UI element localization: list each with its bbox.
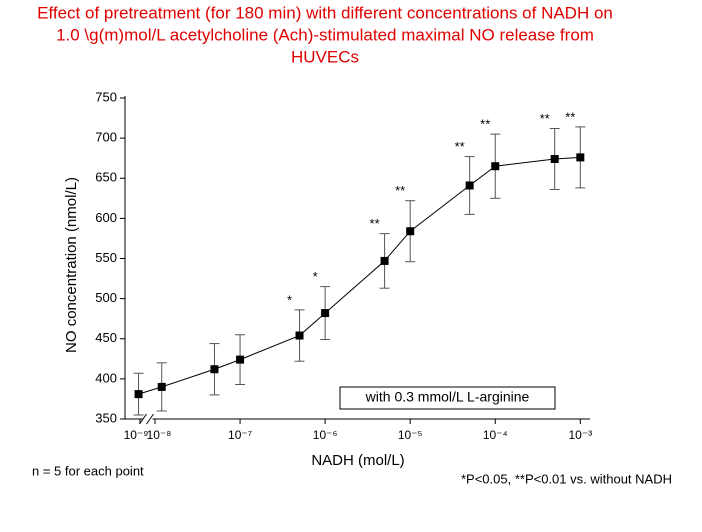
significance-label: ** bbox=[370, 216, 380, 231]
x-tick-label: 10⁻⁷ bbox=[228, 428, 252, 442]
legend-label: with 0.3 mmol/L L-arginine bbox=[365, 389, 530, 405]
y-tick-label: 750 bbox=[95, 89, 117, 104]
data-point bbox=[576, 153, 585, 162]
note: n = 5 for each point bbox=[32, 463, 144, 478]
data-point bbox=[406, 227, 415, 236]
significance-label: ** bbox=[540, 111, 550, 126]
data-point bbox=[134, 390, 143, 399]
chart-title: Effect of pretreatment (for 180 min) wit… bbox=[37, 3, 613, 22]
significance-label: ** bbox=[480, 117, 490, 132]
data-point bbox=[157, 382, 166, 391]
x-tick-label: 10⁻⁵ bbox=[398, 428, 423, 442]
chart-title: 1.0 \g(m)mol/L acetylcholine (Ach)-stimu… bbox=[56, 25, 594, 44]
data-point bbox=[295, 331, 304, 340]
chart-title: HUVECs bbox=[291, 47, 359, 66]
x-tick-label: 10⁻⁶ bbox=[313, 428, 338, 442]
data-point bbox=[236, 355, 245, 364]
x-tick-label: 10⁻³ bbox=[568, 428, 592, 442]
data-point bbox=[321, 309, 330, 318]
x-axis-label: NADH (mol/L) bbox=[311, 452, 404, 469]
y-tick-label: 350 bbox=[95, 410, 117, 425]
axis-break-mark bbox=[139, 413, 147, 425]
y-tick-label: 400 bbox=[95, 370, 117, 385]
data-point bbox=[210, 365, 219, 374]
significance-label: * bbox=[313, 269, 318, 284]
note: *P<0.05, **P<0.01 vs. without NADH bbox=[461, 471, 672, 486]
x-tick-label: 10⁻⁴ bbox=[483, 428, 508, 442]
y-tick-label: 500 bbox=[95, 290, 117, 305]
data-point bbox=[491, 162, 500, 171]
y-tick-label: 550 bbox=[95, 250, 117, 265]
y-tick-label: 700 bbox=[95, 130, 117, 145]
data-point bbox=[465, 181, 474, 190]
x-tick-label: 10⁻⁹ bbox=[124, 428, 149, 442]
x-tick-label: 10⁻⁸ bbox=[147, 428, 172, 442]
y-tick-label: 600 bbox=[95, 210, 117, 225]
axis-break bbox=[142, 416, 153, 422]
legend-box bbox=[339, 386, 556, 410]
data-line bbox=[138, 156, 581, 395]
significance-label: ** bbox=[455, 139, 465, 154]
data-point bbox=[550, 154, 559, 163]
significance-label: ** bbox=[565, 109, 575, 124]
data-point bbox=[380, 256, 389, 265]
y-tick-label: 450 bbox=[95, 330, 117, 345]
significance-label: ** bbox=[395, 183, 405, 198]
axis-break-mark bbox=[146, 413, 154, 425]
y-tick-label: 650 bbox=[95, 170, 117, 185]
y-axis-label: NO concentration (nmol/L) bbox=[63, 177, 80, 353]
significance-label: * bbox=[287, 292, 292, 307]
